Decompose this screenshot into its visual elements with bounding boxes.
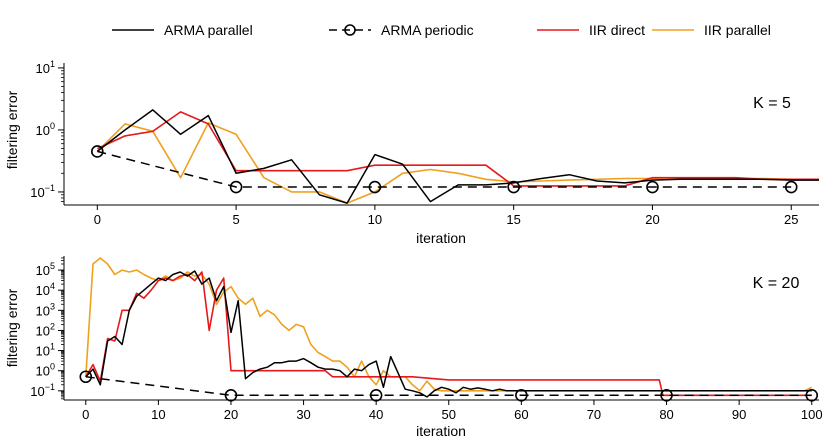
legend-label: IIR direct	[589, 22, 645, 38]
marker-arma-periodic	[224, 388, 238, 402]
panel-top: 0 5 10 15 20 25 101 100 10−1 K = 5 iteration fil…	[4, 59, 819, 246]
x-axis-label-top: iteration	[416, 230, 466, 246]
line-iir-direct	[85, 271, 812, 397]
legend-item-arma-parallel: ARMA parallel	[112, 22, 253, 38]
x-tick-label: 30	[296, 407, 310, 422]
x-tick-label: 100	[801, 407, 823, 422]
x-axis-label-bottom: iteration	[416, 423, 466, 439]
x-tick-label: 10	[368, 212, 382, 227]
y-tick-label: 101	[36, 59, 55, 76]
y-tick-label: 101	[36, 342, 55, 359]
y-tick-label: 100	[36, 362, 55, 379]
x-tick-label: 50	[442, 407, 456, 422]
legend-label: ARMA periodic	[381, 22, 474, 38]
x-tick-label: 70	[587, 407, 601, 422]
x-tick-label: 20	[645, 212, 659, 227]
legend-label: ARMA parallel	[164, 22, 253, 38]
marker-arma-periodic	[805, 388, 819, 402]
x-tick-label: 15	[506, 212, 520, 227]
series-iir-direct	[96, 111, 819, 187]
marker-arma-periodic	[369, 388, 383, 402]
line-arma-parallel	[96, 109, 819, 204]
annotation-k5: K = 5	[753, 95, 791, 112]
x-tick-label: 25	[784, 212, 798, 227]
y-tick-label: 102	[36, 321, 55, 338]
series-iir-parallel	[85, 257, 813, 392]
marker-arma-periodic	[515, 388, 528, 402]
marker-arma-periodic	[229, 180, 243, 194]
marker-arma-periodic	[507, 180, 520, 194]
series-bottom	[79, 257, 819, 402]
line-iir-direct	[96, 111, 819, 187]
series-top	[91, 109, 819, 204]
x-tick-label: 40	[369, 407, 383, 422]
y-tick-label: 103	[36, 301, 55, 318]
legend-label: IIR parallel	[704, 22, 771, 38]
marker-arma-periodic	[368, 180, 382, 194]
y-tick-label: 10−1	[30, 183, 55, 200]
marker-arma-periodic	[660, 388, 673, 402]
series-arma-parallel	[96, 109, 819, 204]
y-tick-label: 104	[36, 281, 55, 298]
legend-item-iir-direct: IIR direct	[537, 22, 645, 38]
x-tick-label: 60	[514, 407, 528, 422]
annotation-k20: K = 20	[753, 275, 800, 292]
line-arma-parallel	[85, 270, 812, 398]
x-tick-label: 0	[94, 212, 101, 227]
series-arma-periodic	[79, 370, 819, 402]
axes-top: 0 5 10 15 20 25 101 100 10−1	[30, 59, 819, 227]
y-axis-label-bottom: filtering error	[4, 288, 20, 367]
x-tick-label: 90	[732, 407, 746, 422]
x-tick-label: 10	[151, 407, 165, 422]
series-iir-parallel	[96, 122, 819, 204]
y-tick-label: 10−1	[30, 382, 55, 399]
marker-arma-periodic	[646, 180, 659, 194]
x-tick-label: 5	[232, 212, 239, 227]
legend: ARMA parallel ARMA periodic IIR direct IIR …	[112, 22, 771, 38]
marker-arma-periodic	[91, 145, 104, 158]
x-tick-label: 80	[659, 407, 673, 422]
marker-arma-periodic	[784, 180, 798, 194]
series-arma-periodic	[91, 145, 798, 194]
legend-item-iir-parallel: IIR parallel	[652, 22, 771, 38]
x-tick-label: 20	[224, 407, 238, 422]
series-arma-parallel	[85, 270, 812, 398]
legend-marker	[344, 24, 356, 36]
legend-item-arma-periodic: ARMA periodic	[329, 22, 474, 38]
x-tick-label: 0	[82, 407, 89, 422]
axes-bottom: 0 10 20 30 40 50 60 70 80 90 100 105 104 103 102 101 100…	[30, 256, 823, 422]
y-tick-label: 100	[36, 121, 55, 138]
y-tick-label: 105	[36, 261, 55, 278]
line-arma-periodic	[85, 376, 812, 397]
marker-arma-periodic	[79, 370, 93, 384]
line-iir-parallel	[96, 122, 819, 204]
line-iir-parallel	[85, 257, 813, 392]
line-arma-periodic	[97, 150, 792, 188]
panel-bottom: 0 10 20 30 40 50 60 70 80 90 100 105 104 103 102 101 100…	[4, 256, 823, 439]
series-iir-direct	[85, 271, 812, 397]
y-axis-label-top: filtering error	[4, 90, 20, 169]
